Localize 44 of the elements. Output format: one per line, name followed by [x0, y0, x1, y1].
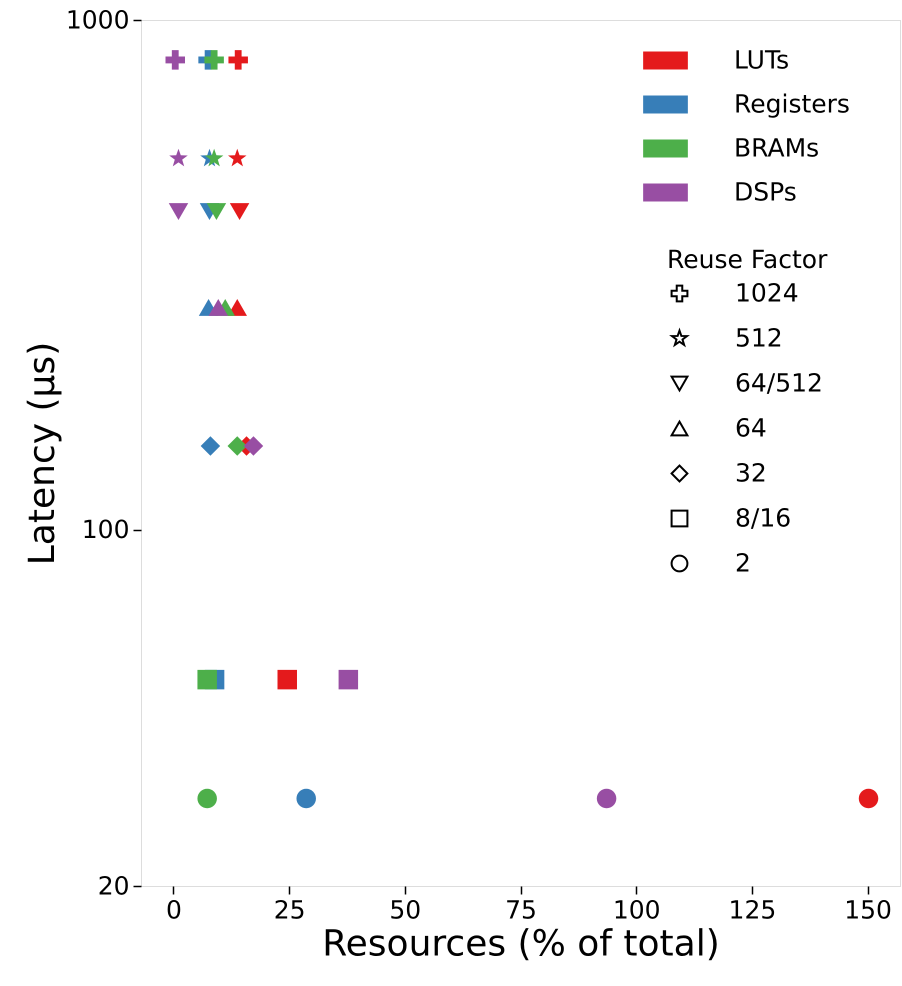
- legend-label: 512: [735, 324, 783, 352]
- point: [197, 670, 217, 690]
- point: [230, 203, 250, 220]
- point: [596, 788, 616, 808]
- legend-label: DSPs: [734, 178, 797, 206]
- y-axis-title: Latency (µs): [22, 342, 63, 566]
- x-tick-label: 0: [166, 896, 182, 924]
- legend-label: 1024: [735, 278, 799, 308]
- legend-label: 64: [735, 414, 767, 442]
- point: [338, 670, 358, 690]
- point: [296, 788, 316, 808]
- legend-label: 8/16: [735, 504, 792, 532]
- legend-label: 2: [735, 548, 751, 578]
- point: [204, 148, 224, 166]
- x-tick-label: 100: [612, 896, 661, 924]
- point: [278, 670, 297, 690]
- point: [166, 50, 185, 70]
- y-tick-label: 100: [82, 515, 130, 544]
- point: [204, 50, 224, 70]
- y-tick-label: 20: [98, 872, 130, 900]
- point: [206, 203, 226, 220]
- legend-label: 32: [735, 458, 767, 488]
- point: [858, 788, 878, 808]
- y-tick-label: 1000: [66, 6, 130, 34]
- x-axis-title: Resources (% of total): [322, 924, 720, 964]
- x-tick-label: 25: [274, 896, 306, 924]
- x-tick-label: 75: [505, 896, 537, 924]
- point: [200, 436, 220, 456]
- point: [197, 788, 217, 808]
- legend-title: Reuse Factor: [667, 245, 828, 274]
- point: [169, 148, 188, 166]
- legend-label: Registers: [734, 90, 850, 118]
- legend-label: LUTs: [734, 46, 790, 74]
- point: [208, 298, 228, 316]
- x-tick-label: 150: [844, 896, 892, 924]
- legend-label: BRAMs: [734, 134, 820, 162]
- point: [168, 203, 188, 220]
- x-tick-label: 125: [728, 896, 776, 924]
- point: [244, 436, 264, 456]
- point: [228, 148, 247, 166]
- x-tick-label: 50: [389, 896, 422, 924]
- point: [228, 50, 248, 70]
- legend-label: 64/512: [735, 368, 823, 398]
- point: [228, 436, 248, 456]
